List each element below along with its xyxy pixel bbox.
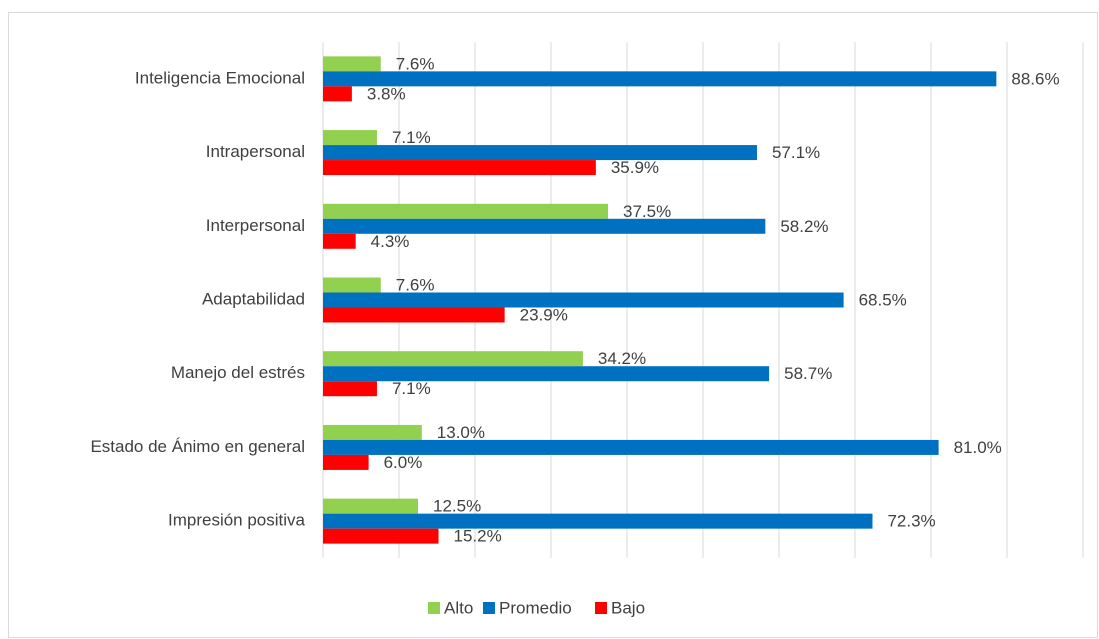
y-tick-label: Inteligencia Emocional [135, 68, 305, 87]
bar [323, 439, 939, 455]
legend-swatch [428, 602, 440, 614]
bar [323, 203, 608, 219]
bar [323, 307, 505, 323]
bar [323, 233, 356, 249]
bar [323, 145, 757, 161]
data-label: 15.2% [454, 527, 502, 546]
bar [323, 351, 583, 367]
legend-swatch [595, 602, 607, 614]
bar [323, 160, 596, 176]
data-label: 68.5% [859, 290, 907, 309]
data-label: 6.0% [384, 453, 423, 472]
bar [323, 56, 381, 72]
data-label: 23.9% [520, 305, 568, 324]
legend-swatch [483, 602, 495, 614]
legend-label: Bajo [611, 598, 645, 617]
y-tick-label: Estado de Ánimo en general [90, 437, 305, 456]
bar [323, 366, 770, 382]
data-label: 3.8% [367, 84, 406, 103]
data-label: 7.1% [392, 379, 431, 398]
y-tick-label: Impresión positiva [168, 511, 306, 530]
data-label: 72.3% [887, 512, 935, 531]
bar [323, 424, 422, 440]
data-label: 37.5% [623, 202, 671, 221]
chart-border [8, 12, 1098, 638]
y-tick-label: Adaptabilidad [202, 289, 305, 308]
data-label: 57.1% [772, 143, 820, 162]
data-label: 81.0% [954, 438, 1002, 457]
bar [323, 381, 377, 397]
y-tick-label: Interpersonal [206, 216, 305, 235]
bar [323, 130, 377, 146]
bar [323, 277, 381, 293]
data-label: 58.2% [780, 217, 828, 236]
y-tick-label: Manejo del estrés [171, 363, 305, 382]
bar [323, 454, 369, 470]
data-label: 58.7% [784, 364, 832, 383]
bar [323, 513, 873, 529]
y-tick-label: Intrapersonal [206, 142, 305, 161]
bar [323, 292, 844, 308]
data-label: 13.0% [437, 423, 485, 442]
data-label: 7.6% [396, 275, 435, 294]
bar [323, 71, 997, 87]
data-label: 34.2% [598, 349, 646, 368]
bar [323, 528, 439, 544]
data-label: 12.5% [433, 497, 481, 516]
data-label: 7.1% [392, 128, 431, 147]
legend-label: Promedio [499, 598, 572, 617]
bar [323, 86, 352, 102]
data-label: 7.6% [396, 54, 435, 73]
bar [323, 218, 766, 234]
bar [323, 498, 418, 514]
data-label: 35.9% [611, 158, 659, 177]
legend-label: Alto [444, 598, 473, 617]
data-label: 4.3% [371, 232, 410, 251]
data-label: 88.6% [1011, 69, 1059, 88]
